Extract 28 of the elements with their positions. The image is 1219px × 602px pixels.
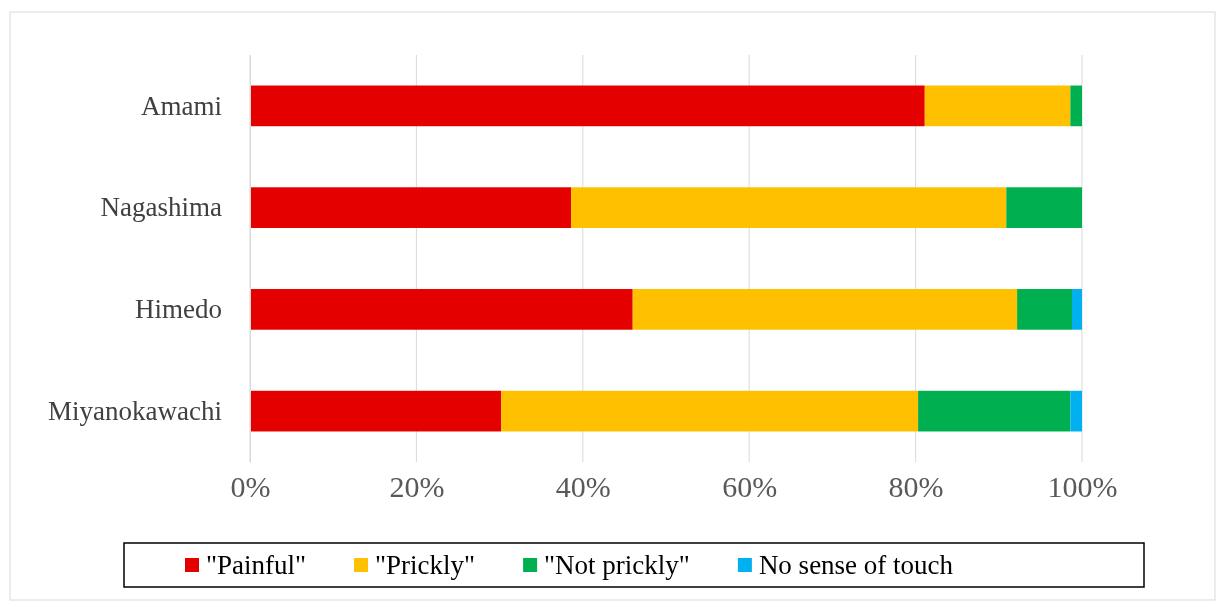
legend-label: "Prickly" — [375, 550, 476, 580]
bar — [250, 85, 925, 127]
bar — [918, 390, 1071, 432]
bar — [1006, 187, 1082, 228]
y-tick-label: Miyanokawachi — [48, 395, 222, 426]
bar — [571, 187, 1007, 228]
y-tick-label: Nagashima — [100, 192, 223, 223]
x-tick-label: 60% — [722, 470, 778, 504]
bar — [250, 289, 633, 330]
bar — [924, 85, 1071, 127]
bar — [1017, 289, 1073, 330]
x-tick-label: 20% — [389, 470, 445, 504]
legend-label: "Not prickly" — [544, 550, 690, 580]
bar — [501, 390, 919, 432]
bar — [250, 187, 572, 228]
bar — [1070, 85, 1082, 127]
x-tick-label: 0% — [230, 470, 271, 504]
x-tick-label: 80% — [888, 470, 944, 504]
bar — [1070, 390, 1082, 432]
bar — [1072, 289, 1082, 330]
x-tick-label: 100% — [1047, 470, 1118, 504]
y-tick-label: Amami — [141, 90, 222, 121]
legend-label: "Painful" — [206, 550, 307, 580]
legend-label: No sense of touch — [758, 550, 954, 580]
x-tick-label: 40% — [555, 470, 611, 504]
bar — [250, 390, 502, 432]
y-tick-label: Himedo — [135, 294, 222, 325]
bar — [632, 289, 1018, 330]
